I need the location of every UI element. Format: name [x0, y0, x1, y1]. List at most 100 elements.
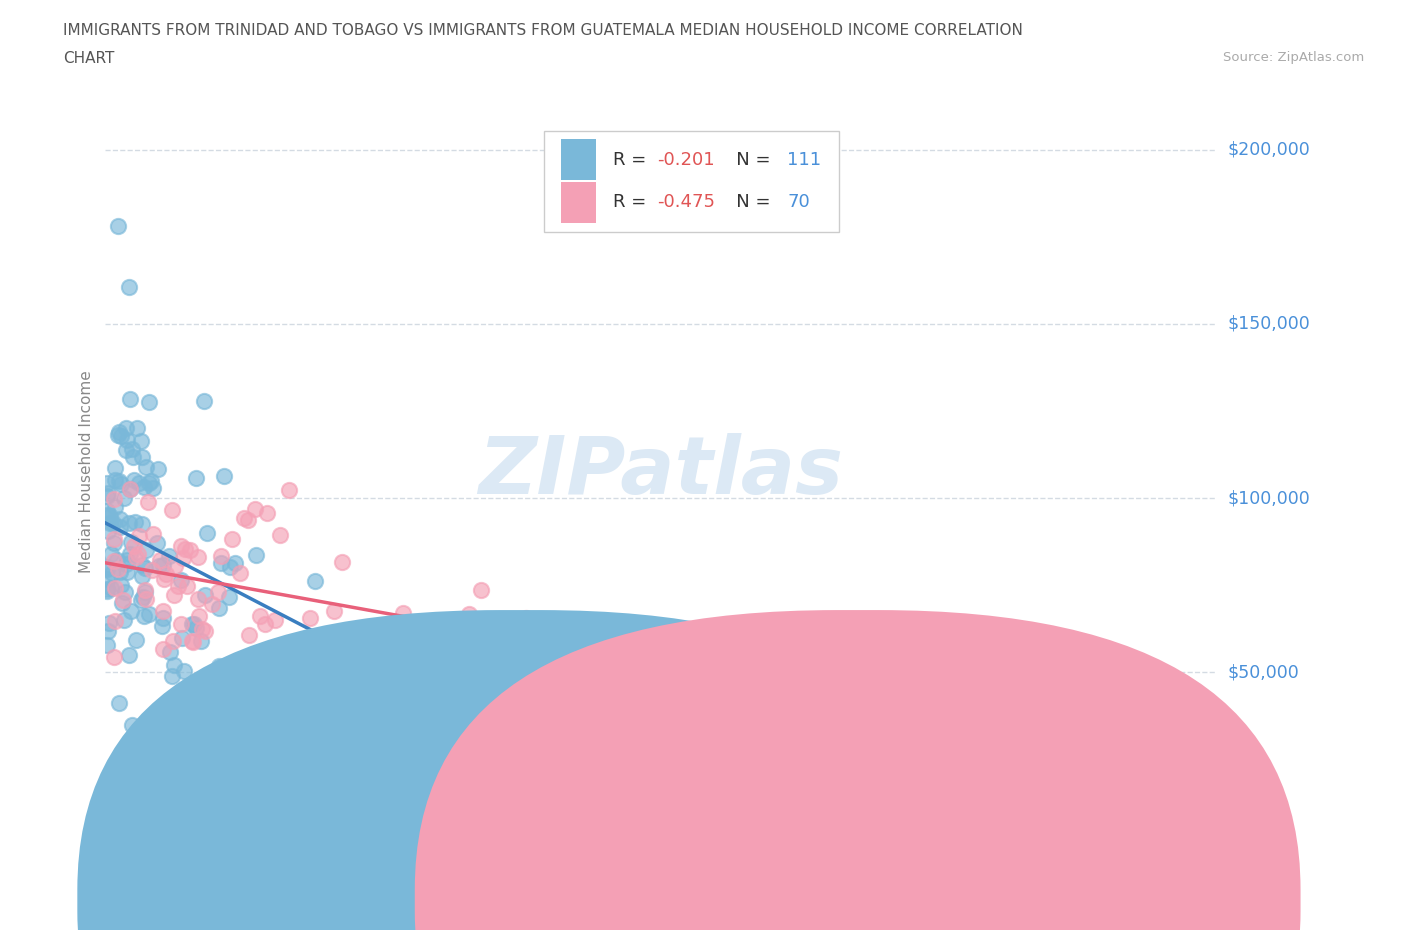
Point — [134, 560, 156, 575]
Point — [104, 499, 127, 514]
Point — [100, 580, 122, 595]
Point — [179, 542, 201, 557]
Text: $100,000: $100,000 — [1227, 489, 1310, 507]
Point — [170, 617, 193, 631]
Point — [146, 536, 169, 551]
Point — [170, 538, 193, 553]
Point — [115, 556, 138, 571]
Point — [135, 459, 157, 474]
Point — [229, 565, 252, 580]
Point — [124, 550, 146, 565]
Point — [180, 617, 202, 631]
Point — [131, 450, 153, 465]
Point — [96, 637, 118, 652]
Point — [134, 582, 156, 597]
Text: CHART: CHART — [63, 51, 115, 66]
Point — [138, 606, 160, 621]
Point — [304, 574, 326, 589]
Point — [118, 647, 141, 662]
Point — [117, 280, 139, 295]
Text: 111: 111 — [787, 151, 821, 168]
Point — [142, 481, 165, 496]
Point — [173, 663, 195, 678]
Point — [152, 642, 174, 657]
Text: -0.201: -0.201 — [658, 151, 716, 168]
Bar — [561, 140, 596, 180]
Bar — [544, 131, 838, 232]
Point — [124, 473, 146, 488]
Point — [152, 604, 174, 618]
Point — [278, 482, 301, 497]
Point — [96, 476, 118, 491]
Point — [187, 550, 209, 565]
Text: $150,000: $150,000 — [1227, 315, 1310, 333]
Point — [101, 516, 124, 531]
Point — [330, 555, 353, 570]
Point — [127, 546, 149, 561]
Point — [122, 539, 145, 554]
Point — [249, 609, 271, 624]
Point — [121, 717, 143, 732]
Point — [131, 590, 153, 604]
Point — [128, 528, 150, 543]
Point — [120, 604, 142, 618]
Point — [108, 512, 131, 526]
Point — [269, 527, 291, 542]
Point — [395, 623, 418, 638]
Point — [155, 566, 177, 581]
Point — [395, 624, 418, 639]
Point — [115, 433, 138, 448]
Point — [195, 525, 218, 540]
Point — [470, 583, 492, 598]
Point — [264, 613, 287, 628]
Point — [107, 428, 129, 443]
Point — [118, 515, 141, 530]
Point — [391, 605, 413, 620]
Point — [208, 658, 231, 673]
Point — [162, 502, 184, 517]
Point — [107, 552, 129, 567]
Point — [120, 481, 142, 496]
Text: -0.475: -0.475 — [658, 193, 716, 211]
Point — [157, 548, 180, 563]
Point — [135, 591, 157, 606]
Point — [221, 531, 243, 546]
Point — [127, 421, 149, 436]
Point — [176, 578, 198, 593]
Point — [172, 551, 194, 565]
Point — [103, 553, 125, 568]
Point — [118, 392, 141, 406]
Point — [122, 449, 145, 464]
Point — [121, 442, 143, 457]
Text: $50,000: $50,000 — [1227, 663, 1299, 681]
Point — [194, 624, 217, 639]
Point — [129, 433, 152, 448]
Point — [108, 473, 131, 488]
Point — [108, 565, 131, 579]
Point — [193, 394, 215, 409]
Point — [104, 614, 127, 629]
Point — [107, 425, 129, 440]
Point — [218, 590, 240, 604]
Point — [298, 610, 321, 625]
Point — [191, 621, 214, 636]
Point — [128, 475, 150, 490]
Text: Immigrants from Trinidad and Tobago: Immigrants from Trinidad and Tobago — [562, 893, 849, 908]
Point — [96, 560, 118, 575]
Point — [190, 633, 212, 648]
Text: R =: R = — [613, 193, 652, 211]
Point — [131, 516, 153, 531]
Point — [148, 559, 170, 574]
Point — [136, 495, 159, 510]
Point — [187, 609, 209, 624]
Point — [152, 557, 174, 572]
Point — [458, 606, 481, 621]
Text: R =: R = — [613, 151, 652, 168]
Point — [152, 618, 174, 633]
Point — [256, 506, 278, 521]
Point — [152, 611, 174, 626]
Point — [224, 555, 246, 570]
Text: IMMIGRANTS FROM TRINIDAD AND TOBAGO VS IMMIGRANTS FROM GUATEMALA MEDIAN HOUSEHOL: IMMIGRANTS FROM TRINIDAD AND TOBAGO VS I… — [63, 23, 1024, 38]
Point — [236, 512, 259, 527]
Point — [170, 572, 193, 587]
